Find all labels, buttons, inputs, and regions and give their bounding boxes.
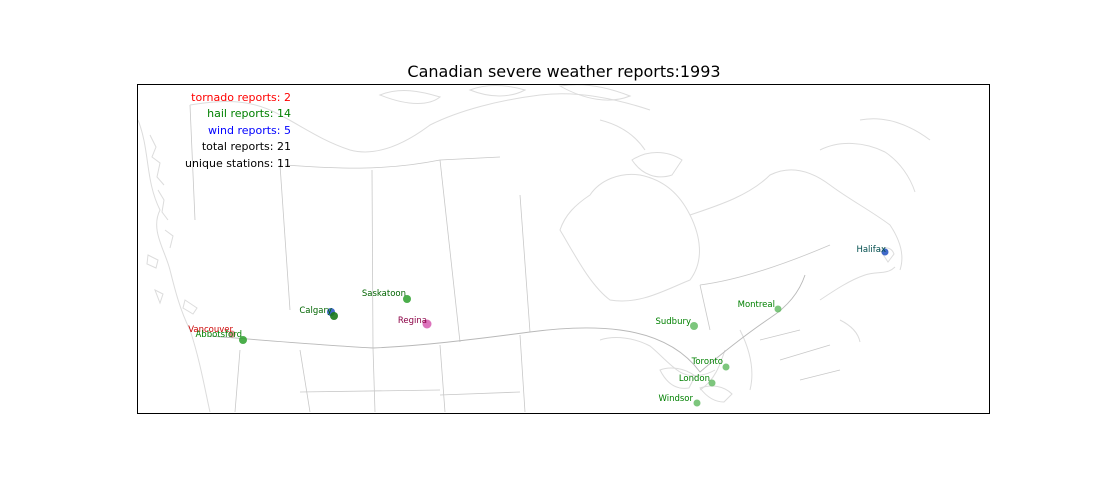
- station-marker-saskatoon: [403, 295, 411, 303]
- station-label-montreal: Montreal: [738, 300, 775, 310]
- station-label-sudbury: Sudbury: [656, 317, 692, 327]
- station-label-toronto: Toronto: [691, 357, 723, 367]
- station-label-regina: Regina: [398, 316, 427, 326]
- station-marker-calgary-hail: [330, 312, 338, 320]
- station-label-calgary: Calgary: [299, 306, 332, 316]
- station-label-vancouver: Vancouver: [188, 325, 233, 335]
- stat-total-reports: total reports: 21: [202, 140, 291, 153]
- station-markers: Vancouver Abbotsford Calgary Saskatoon R…: [188, 245, 889, 407]
- stat-unique-stations: unique stations: 11: [185, 157, 291, 170]
- map-title: Canadian severe weather reports:1993: [407, 62, 720, 81]
- station-label-halifax: Halifax: [856, 245, 886, 255]
- station-label-windsor: Windsor: [659, 394, 694, 404]
- station-marker-windsor: [693, 399, 701, 407]
- station-marker-montreal: [774, 305, 782, 313]
- stat-wind-reports: wind reports: 5: [208, 124, 291, 137]
- station-marker-london: [708, 379, 716, 387]
- map-panel: tornado reports: 2 hail reports: 14 wind…: [137, 84, 990, 414]
- map-frame: [137, 84, 990, 414]
- station-marker-toronto: [722, 363, 730, 371]
- station-marker-vancouver: [228, 330, 236, 338]
- stat-hail-reports: hail reports: 14: [207, 107, 291, 120]
- station-label-abbotsford: Abbotsford: [195, 330, 242, 340]
- stats-panel: tornado reports: 2 hail reports: 14 wind…: [185, 91, 291, 170]
- stat-tornado-reports: tornado reports: 2: [191, 91, 291, 104]
- station-label-saskatoon: Saskatoon: [362, 289, 406, 299]
- station-marker-regina: [422, 319, 432, 329]
- station-marker-halifax: [881, 248, 889, 256]
- station-marker-sudbury: [690, 322, 698, 330]
- station-label-london: London: [679, 374, 710, 384]
- basemap: [137, 84, 931, 413]
- station-marker-abbotsford: [239, 336, 247, 344]
